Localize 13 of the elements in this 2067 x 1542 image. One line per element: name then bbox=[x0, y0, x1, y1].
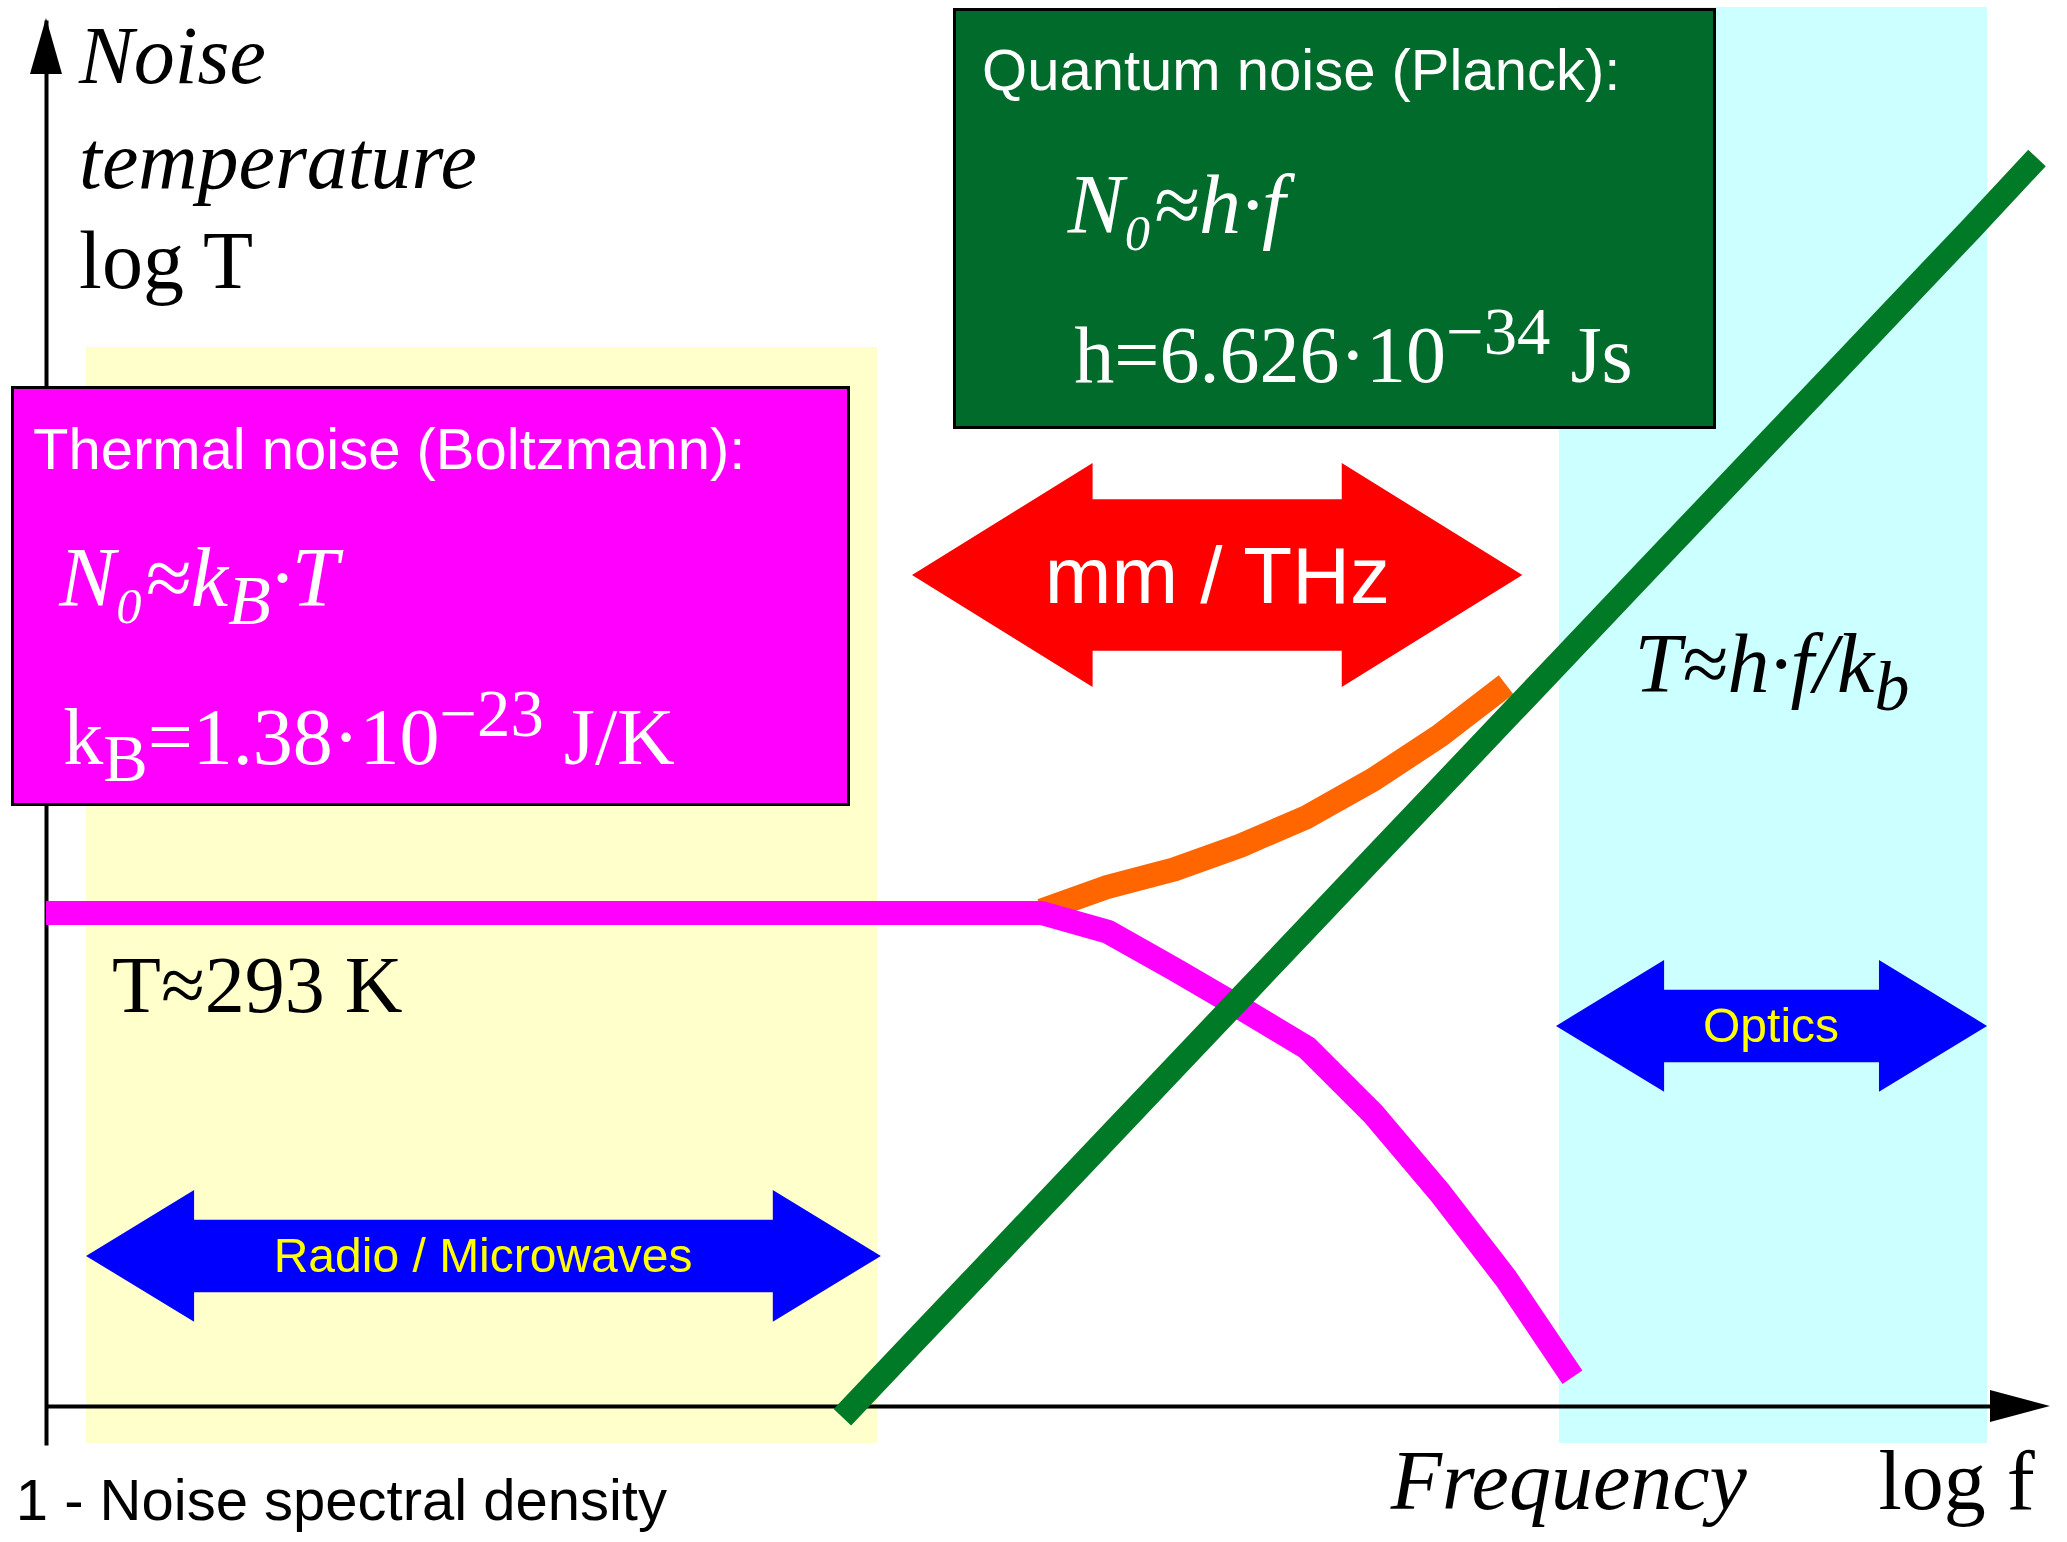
annotation: Thermal noise (Boltzmann): bbox=[32, 416, 746, 482]
text: Quantum noise (Planck): bbox=[982, 36, 1621, 102]
annotation: T≈h·f/k$_{b}$ bbox=[1634, 616, 1910, 725]
annotation: mm / THz bbox=[1043, 530, 1391, 620]
annotation: h=6.626·10$^{−34}$ Js bbox=[1074, 294, 1633, 399]
annotation: log T bbox=[79, 214, 253, 306]
annotation: T≈293 K bbox=[112, 940, 403, 1029]
text: 1 - Noise spectral density bbox=[15, 1466, 667, 1532]
x-axis-title: Frequency bbox=[1390, 1433, 1747, 1527]
annotation: Optics bbox=[1702, 998, 1841, 1052]
annotation: k$_{B}$=1.38·10$^{−23}$ J/K bbox=[63, 676, 675, 795]
text: log f bbox=[1878, 1433, 2035, 1527]
annotation: Radio / Microwaves bbox=[272, 1229, 694, 1283]
